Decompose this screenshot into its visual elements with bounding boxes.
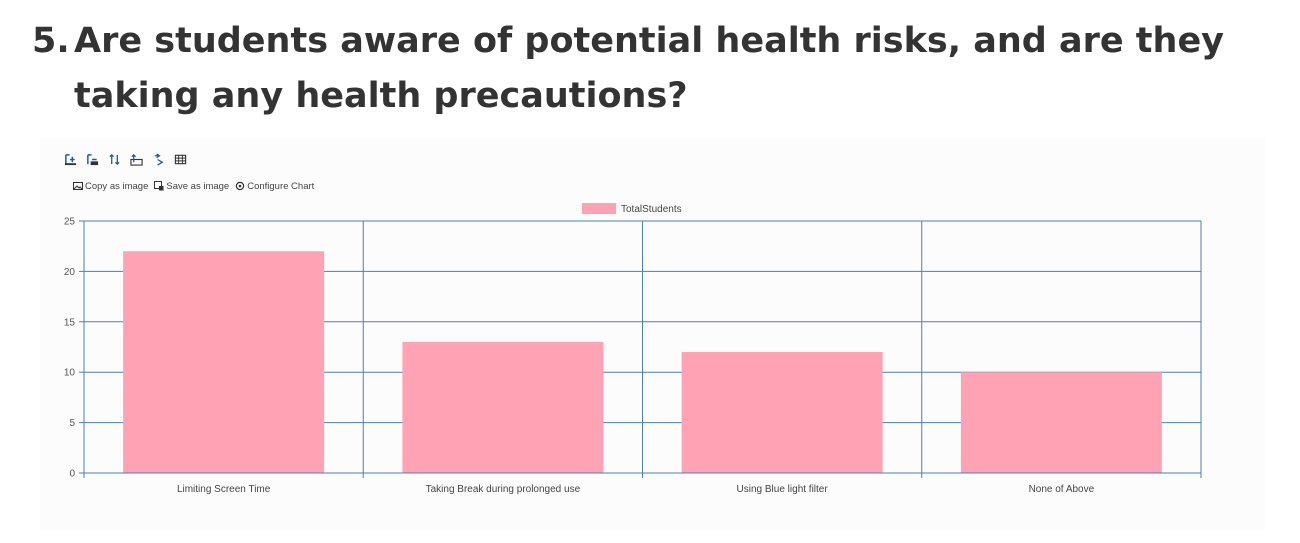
y-tick-label: 10 bbox=[64, 368, 76, 379]
configure-chart-label: Configure Chart bbox=[247, 180, 315, 192]
image-icon bbox=[73, 182, 83, 190]
save-as-image-label: Save as image bbox=[166, 180, 230, 192]
reset-icon[interactable] bbox=[151, 152, 165, 166]
configure-chart-button[interactable]: Configure Chart bbox=[235, 181, 314, 192]
save-icon bbox=[154, 181, 164, 191]
gear-icon bbox=[236, 181, 245, 191]
table-icon[interactable] bbox=[173, 152, 187, 166]
x-tick-label: Taking Break during prolonged use bbox=[426, 484, 581, 495]
question-heading: 5. Are students aware of potential healt… bbox=[32, 14, 1272, 124]
question-text: Are students aware of potential health r… bbox=[74, 21, 1224, 116]
bar bbox=[960, 372, 1162, 473]
x-tick-label: Using Blue light filter bbox=[737, 484, 829, 495]
y-tick-label: 25 bbox=[64, 217, 76, 228]
y-tick-label: 0 bbox=[69, 469, 75, 480]
select-icon[interactable] bbox=[129, 152, 143, 166]
y-tick-label: 5 bbox=[69, 418, 75, 429]
copy-as-image-label: Copy as image bbox=[85, 180, 149, 192]
x-tick-label: Limiting Screen Time bbox=[177, 484, 271, 495]
save-as-image-button[interactable]: Save as image bbox=[154, 181, 229, 192]
x-tick-label: None of Above bbox=[1029, 484, 1095, 495]
legend-swatch bbox=[582, 203, 616, 214]
pan-icon[interactable] bbox=[107, 152, 121, 166]
copy-as-image-button[interactable]: Copy as image bbox=[73, 181, 148, 192]
chart-toolbar bbox=[63, 151, 187, 167]
y-tick-label: 15 bbox=[64, 317, 76, 328]
y-tick-label: 20 bbox=[64, 267, 76, 278]
zoom-out-icon[interactable] bbox=[85, 152, 99, 166]
question-number: 5. bbox=[32, 21, 70, 61]
bar bbox=[402, 341, 604, 473]
bar bbox=[123, 251, 325, 473]
zoom-in-icon[interactable] bbox=[63, 152, 77, 166]
legend-label: TotalStudents bbox=[621, 204, 682, 215]
bar bbox=[681, 352, 883, 473]
chart-actions: Copy as image Save as image Configure Ch… bbox=[73, 179, 314, 193]
